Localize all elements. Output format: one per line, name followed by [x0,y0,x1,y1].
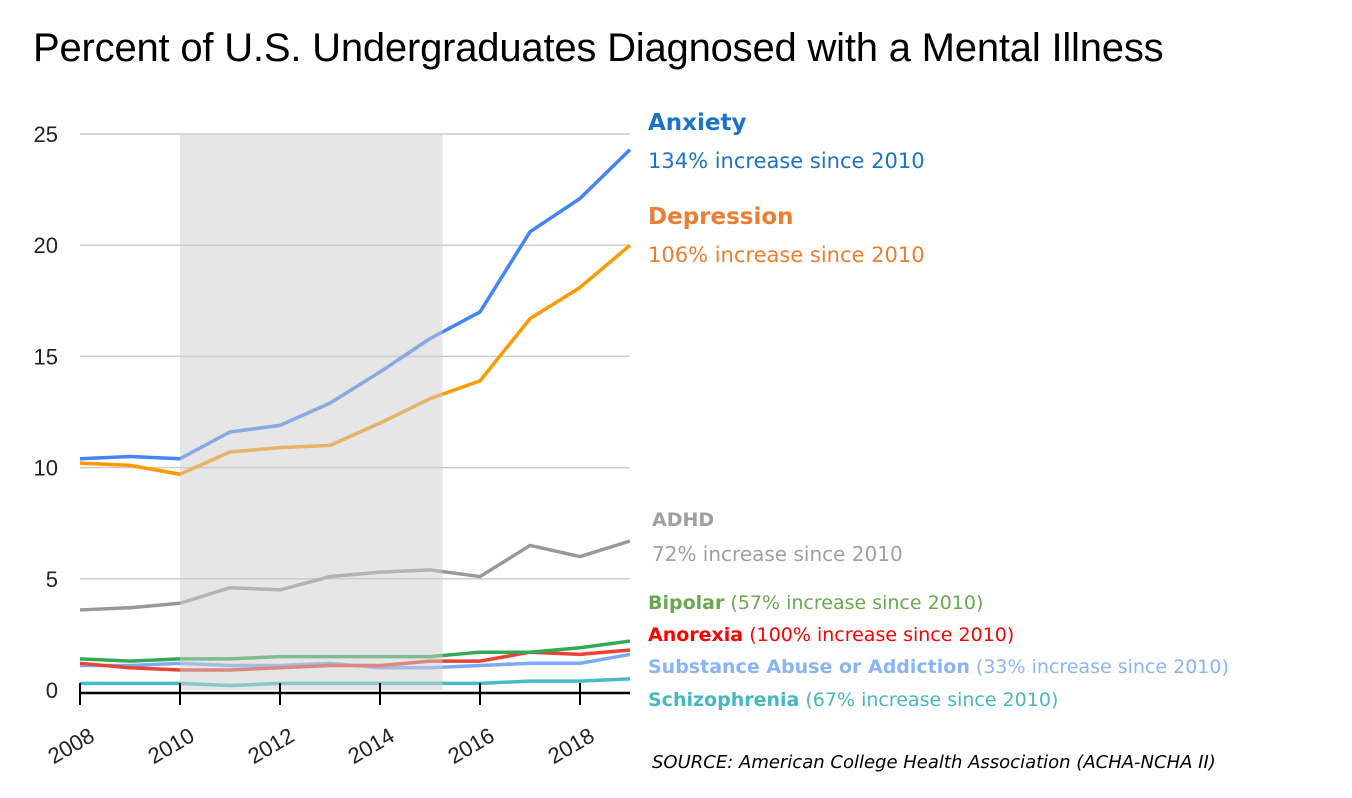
legend-anorexia-note: (100% increase since 2010) [749,624,1015,646]
legend-anxiety-note: 134% increase since 2010 [648,149,925,173]
y-tick-label: 20 [34,233,58,258]
legend-substance-name: Substance Abuse or Addiction [648,656,970,678]
legend-substance: Substance Abuse or Addiction (33% increa… [648,656,1229,678]
legend-depression-name: Depression [648,204,794,230]
y-tick-label: 5 [46,567,58,592]
x-tick-label: 2010 [144,723,199,769]
legend-schizophrenia-name: Schizophrenia [648,689,800,711]
legend-bipolar-note: (57% increase since 2010) [730,592,984,614]
legend-substance-note: (33% increase since 2010) [975,656,1229,678]
y-tick-label: 25 [34,122,58,147]
source-note: SOURCE: American College Health Associat… [652,752,1216,773]
y-tick-label: 15 [34,344,58,369]
y-tick-label: 10 [34,456,58,481]
legend-adhd-note: 72% increase since 2010 [652,542,903,566]
legend-schizophrenia: Schizophrenia (67% increase since 2010) [648,689,1058,711]
x-tick-label: 2008 [44,723,99,769]
shaded-period [180,134,443,690]
x-tick-label: 2018 [544,723,599,769]
legend-anxiety-name: Anxiety [648,110,747,136]
legend-bipolar-name: Bipolar [648,592,725,614]
x-tick-label: 2012 [244,723,299,769]
legend-bipolar: Bipolar (57% increase since 2010) [648,592,983,614]
y-tick-label: 0 [46,678,58,703]
legend-adhd-name: ADHD [652,509,715,531]
legend-anorexia: Anorexia (100% increase since 2010) [648,624,1014,646]
chart-title: Percent of U.S. Undergraduates Diagnosed… [33,26,1164,70]
x-tick-label: 2014 [344,723,399,769]
x-tick-label: 2016 [444,723,499,769]
legend-anorexia-name: Anorexia [648,624,744,646]
legend-depression-note: 106% increase since 2010 [648,243,925,267]
legend-schizophrenia-note: (67% increase since 2010) [805,689,1059,711]
